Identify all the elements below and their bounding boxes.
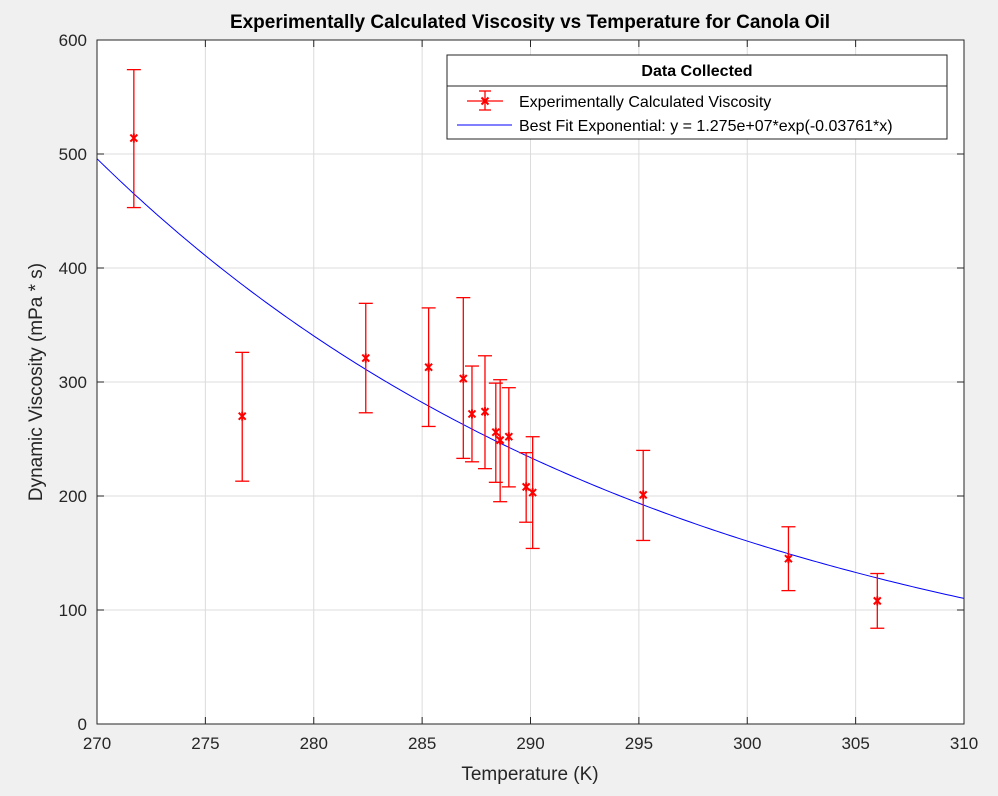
data-point [126,68,141,209]
legend-entry-fit: Best Fit Exponential: y = 1.275e+07*exp(… [519,118,893,135]
data-point [456,296,471,460]
x-tick-label: 290 [516,734,544,753]
grid-lines [97,40,964,724]
legend-title: Data Collected [641,63,752,80]
x-axis-label: Temperature (K) [461,764,598,785]
y-tick-label: 300 [59,373,87,392]
fit-curve-layer [96,158,965,599]
x-tick-label: 270 [83,734,111,753]
axis-ticks: 270 275 280 285 290 295 300 305 310 0 100 200 300 400… [59,31,979,753]
chart-title: Experimentally Calculated Viscosity vs T… [230,12,830,33]
data-point [493,379,508,503]
legend[interactable]: Data Collected Experimentally Calculated… [446,54,948,140]
data-point [464,365,479,463]
x-tick-label: 275 [191,734,219,753]
x-tick-label: 285 [408,734,436,753]
y-tick-label: 100 [59,601,87,620]
data-point [519,452,534,523]
data-point [421,307,436,428]
x-tick-label: 310 [950,734,978,753]
data-point [477,355,492,470]
y-tick-label: 400 [59,259,87,278]
data-point [235,351,250,482]
legend-errorbar-swatch [467,90,503,111]
legend-box [446,54,948,140]
y-tick-label: 0 [78,715,87,734]
data-point [870,572,885,629]
fit-curve-line [96,158,965,599]
legend-entry-errorbar: Experimentally Calculated Viscosity [519,94,771,111]
y-axis-label: Dynamic Viscosity (mPa * s) [26,263,47,501]
x-tick-label: 295 [625,734,653,753]
data-point [501,387,516,488]
data-point [781,526,796,592]
data-point [358,302,373,414]
x-tick-label: 280 [300,734,328,753]
y-tick-label: 600 [59,31,87,50]
error-bar-points-layer [126,68,885,629]
y-tick-label: 500 [59,145,87,164]
data-point [636,449,651,542]
data-point [525,436,540,550]
x-tick-label: 305 [841,734,869,753]
x-tick-label: 300 [733,734,761,753]
y-tick-label: 200 [59,487,87,506]
